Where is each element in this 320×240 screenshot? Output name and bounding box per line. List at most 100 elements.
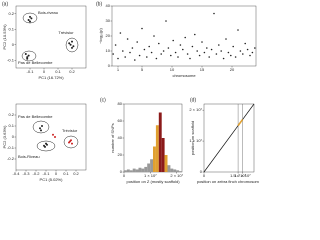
x-axis-label: PC1 (16.72%) — [38, 75, 64, 80]
point — [68, 141, 70, 144]
point — [71, 46, 73, 49]
point — [155, 57, 158, 60]
point — [24, 53, 27, 56]
point — [129, 51, 131, 54]
point — [227, 51, 230, 54]
point — [237, 29, 239, 31]
y-tick-label: 20 — [118, 152, 123, 157]
point — [215, 53, 218, 55]
point — [196, 50, 198, 52]
point — [167, 47, 170, 49]
x-tick-label: 20 — [230, 67, 235, 72]
point — [203, 51, 206, 54]
plot-frame — [203, 103, 255, 173]
point — [186, 53, 189, 55]
point — [39, 127, 41, 130]
y-tick-label: 80 — [118, 101, 123, 106]
y-tick-label: 0.1 — [8, 123, 14, 128]
point — [29, 15, 31, 18]
bar — [124, 170, 127, 172]
y-tick-label: 2 × 10⁷ — [189, 107, 202, 112]
point — [114, 44, 117, 46]
point — [112, 53, 114, 55]
x-axis-label: PC1 (5.02%) — [40, 177, 64, 182]
point — [41, 125, 43, 127]
y-tick-label: -0.1 — [7, 57, 15, 62]
point — [234, 56, 237, 58]
point — [150, 51, 153, 54]
point — [141, 27, 143, 30]
y-tick-label: 0.2 — [8, 112, 14, 117]
group-ellipse — [63, 135, 79, 149]
point — [27, 18, 30, 21]
y-tick-label: 0 — [12, 134, 15, 139]
bar — [153, 146, 156, 172]
bar — [141, 168, 145, 172]
point — [222, 57, 225, 60]
point — [251, 51, 254, 54]
panel-label: (c) — [100, 97, 106, 103]
x-tick-label: 10 — [170, 67, 175, 72]
x-tick-label: 0 — [55, 171, 58, 176]
point — [242, 53, 244, 55]
x-tick-label: -0.1 — [27, 69, 35, 74]
x-axis-label: chromosome — [172, 73, 196, 78]
bar — [176, 170, 180, 172]
point — [69, 43, 72, 46]
point — [210, 48, 213, 51]
y-axis-label: PC2 (10.53%) — [2, 24, 7, 50]
point — [194, 33, 196, 36]
x-tick-label: 1.7 × 10⁷ — [235, 173, 252, 178]
bar — [161, 138, 165, 172]
x-tick-label: -0.4 — [13, 171, 21, 176]
point — [220, 50, 222, 52]
point — [30, 17, 33, 20]
plot-frame — [111, 5, 257, 67]
point — [172, 39, 174, 42]
point — [208, 56, 210, 58]
figure: (a) -0.1 0 0.1 0.2 -0.1 0 0.1 0.2 PC1 (16.72%) PC2… — [2, 1, 259, 184]
point — [246, 48, 249, 51]
x-tick-label: 0.1 — [63, 171, 69, 176]
bar — [126, 169, 130, 172]
x-tick-label: 1 × 10⁷ — [144, 173, 157, 178]
point — [29, 20, 31, 23]
point — [174, 51, 177, 54]
bar — [150, 159, 153, 172]
point — [134, 59, 136, 61]
y-axis-label: number of SNPs — [110, 123, 115, 152]
annotation: Trévisiur — [58, 30, 74, 35]
x-tick-label: 1 — [117, 67, 120, 72]
point — [68, 42, 71, 45]
annotation: Trévisiur — [62, 128, 78, 133]
x-tick-label: 0.2 — [69, 69, 75, 74]
annotation: Bois-riveau — [38, 10, 58, 15]
bar — [147, 163, 151, 172]
point — [119, 32, 122, 34]
x-tick-label: 0.2 — [73, 171, 79, 176]
x-tick-label: 15 — [200, 67, 205, 72]
panel-label: (b) — [96, 1, 102, 7]
x-tick-label: 2 × 10⁷ — [170, 173, 183, 178]
point — [26, 56, 29, 59]
point — [225, 38, 227, 40]
point — [162, 50, 165, 52]
y-axis-label: position on scaffold — [190, 121, 195, 155]
panel-label: (d) — [190, 97, 196, 103]
point — [239, 50, 242, 52]
point — [191, 45, 194, 48]
bar — [144, 166, 148, 172]
x-tick-label: -0.3 — [23, 171, 31, 176]
bar — [173, 169, 177, 172]
annotation: Pas de Bellecombe — [18, 60, 53, 65]
y-tick-label: -0.1 — [7, 145, 15, 150]
point — [232, 45, 234, 48]
point — [138, 54, 141, 57]
bar — [158, 112, 162, 172]
point — [189, 57, 191, 60]
group-ellipse — [36, 140, 56, 152]
y-tick-label: 60 — [118, 118, 123, 123]
point — [182, 48, 184, 51]
point — [71, 40, 73, 43]
point — [153, 35, 155, 37]
